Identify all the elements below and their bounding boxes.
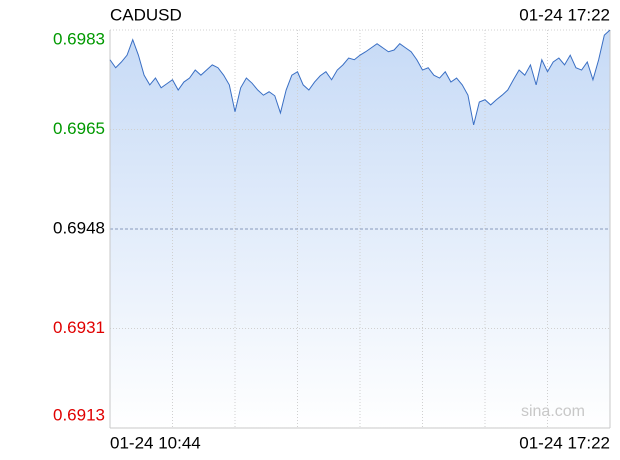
watermark: sina.com bbox=[521, 403, 585, 420]
y-tick-label: 0.6965 bbox=[53, 119, 105, 138]
price-line bbox=[109, 29, 611, 126]
y-tick-label: 0.6983 bbox=[53, 29, 105, 48]
y-tick-label: 0.6913 bbox=[53, 405, 105, 424]
x-tick-label: 01-24 10:44 bbox=[110, 433, 201, 452]
y-tick-label: 0.6948 bbox=[53, 218, 105, 237]
chart-title: CADUSD bbox=[110, 5, 182, 24]
x-tick-label: 01-24 17:22 bbox=[519, 433, 610, 452]
y-tick-label: 0.6931 bbox=[53, 318, 105, 337]
timestamp: 01-24 17:22 bbox=[519, 5, 610, 24]
